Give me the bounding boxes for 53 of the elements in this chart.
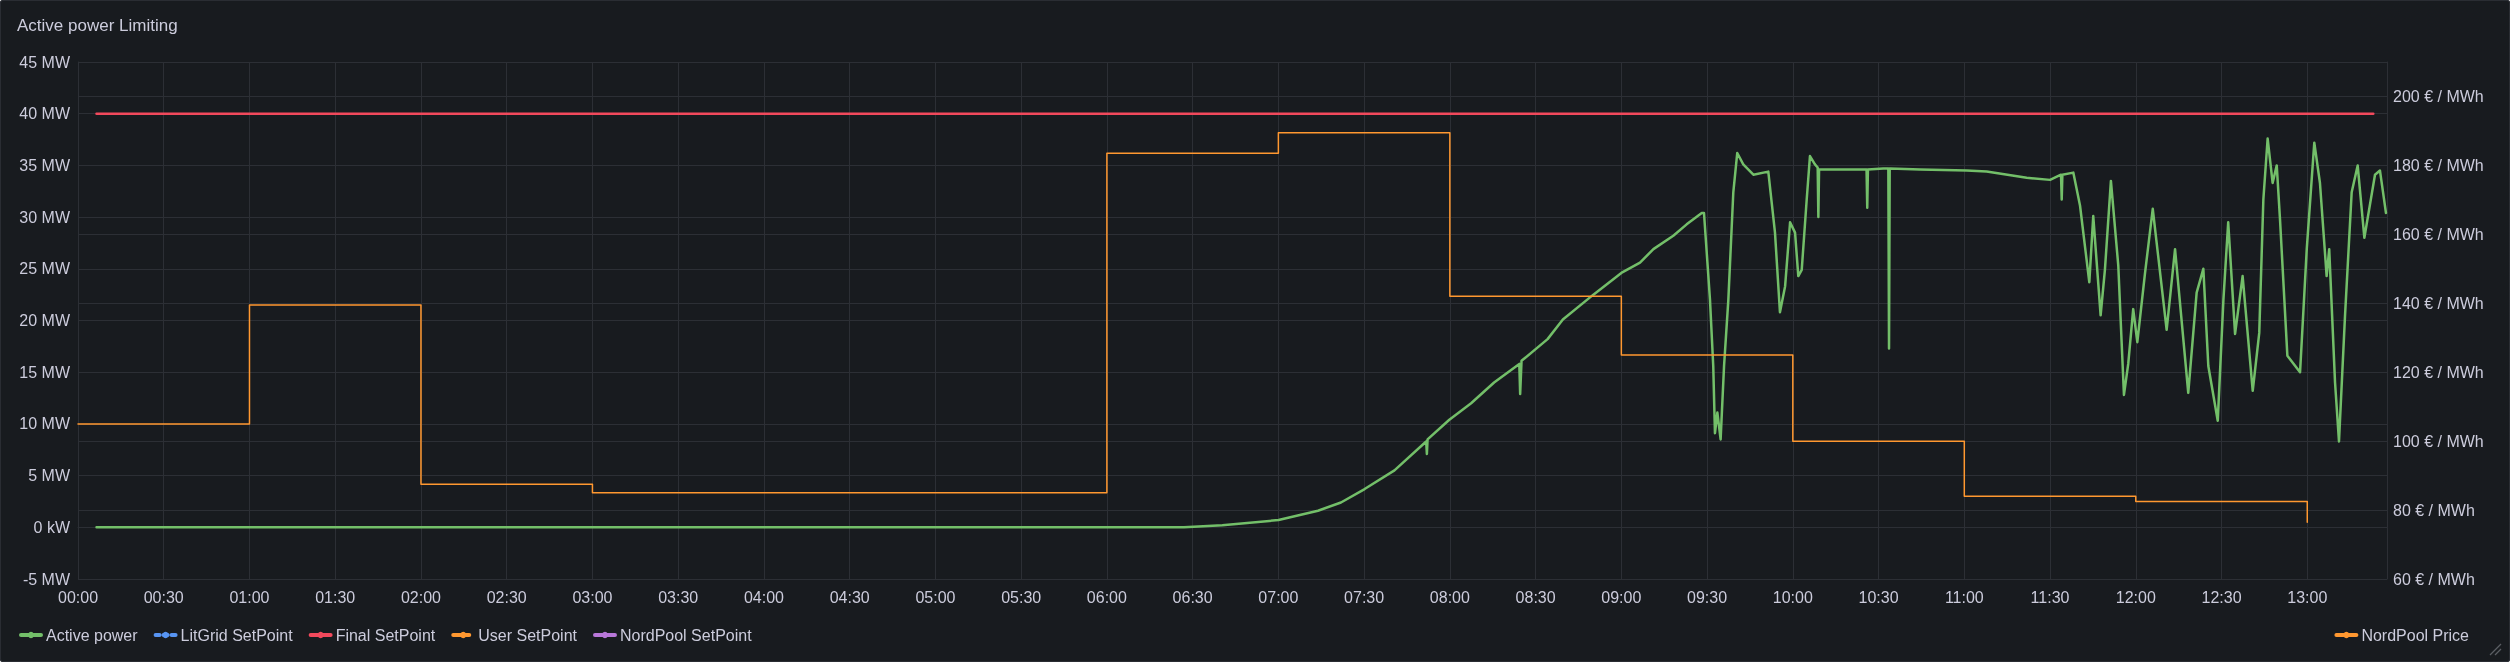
x-tick-label: 06:00 bbox=[1086, 588, 1128, 606]
legend-label: LitGrid SetPoint bbox=[180, 626, 294, 644]
y-tick-label: 20 MW bbox=[19, 312, 71, 329]
x-tick-label: 01:30 bbox=[315, 588, 356, 606]
x-tick-label: 02:30 bbox=[486, 588, 527, 606]
x-tick-label: 05:00 bbox=[915, 588, 956, 606]
y2-tick-label: 100 € / MWh bbox=[2393, 432, 2484, 450]
y2-tick-label: 120 € / MWh bbox=[2393, 363, 2484, 381]
y2-tick-label: 140 € / MWh bbox=[2393, 294, 2484, 312]
legend-label: Active power bbox=[46, 626, 139, 644]
x-tick-label: 07:00 bbox=[1258, 588, 1299, 606]
x-tick-label: 10:00 bbox=[1772, 588, 1813, 606]
x-tick-label: 05:30 bbox=[1001, 588, 1042, 606]
x-tick-label: 09:00 bbox=[1601, 588, 1642, 606]
chart-title: Active power Limiting bbox=[17, 16, 178, 35]
y-tick-label: 0 kW bbox=[33, 518, 71, 536]
x-tick-label: 03:30 bbox=[658, 588, 699, 606]
x-tick-label: 03:00 bbox=[572, 588, 613, 606]
legend-label: User SetPoint bbox=[478, 626, 578, 644]
legend-label: NordPool Price bbox=[2361, 626, 2470, 644]
legend-label: NordPool SetPoint bbox=[619, 626, 753, 644]
y-tick-label: 25 MW bbox=[19, 260, 71, 278]
y-tick-label: 30 MW bbox=[19, 208, 71, 226]
x-tick-label: 13:00 bbox=[2287, 588, 2328, 606]
y-tick-label: 45 MW bbox=[19, 53, 71, 71]
x-tick-label: 09:30 bbox=[1687, 588, 1728, 606]
y-tick-label: -5 MW bbox=[22, 570, 71, 588]
y2-tick-label: 200 € / MWh bbox=[2393, 87, 2484, 105]
y-tick-label: 15 MW bbox=[19, 363, 71, 381]
y-tick-label: 10 MW bbox=[19, 415, 71, 433]
x-tick-label: 07:30 bbox=[1344, 588, 1385, 606]
x-tick-label: 08:30 bbox=[1515, 588, 1556, 606]
y-tick-label: 40 MW bbox=[19, 105, 71, 123]
x-tick-label: 04:00 bbox=[743, 588, 785, 606]
x-tick-label: 11:00 bbox=[1944, 588, 1984, 606]
x-tick-label: 06:30 bbox=[1172, 588, 1213, 606]
x-tick-label: 08:00 bbox=[1429, 588, 1470, 606]
x-tick-label: 11:30 bbox=[2030, 588, 2070, 606]
y2-tick-label: 80 € / MWh bbox=[2393, 501, 2475, 519]
x-tick-label: 10:30 bbox=[1858, 588, 1899, 606]
y2-tick-label: 160 € / MWh bbox=[2393, 225, 2484, 243]
y2-tick-label: 60 € / MWh bbox=[2393, 570, 2475, 588]
x-tick-label: 00:00 bbox=[57, 588, 99, 606]
x-tick-label: 12:00 bbox=[2115, 588, 2156, 606]
x-tick-label: 00:30 bbox=[143, 588, 184, 606]
x-tick-label: 02:00 bbox=[400, 588, 442, 606]
x-tick-label: 12:30 bbox=[2201, 588, 2242, 606]
legend-label: Final SetPoint bbox=[335, 626, 436, 644]
x-tick-label: 01:00 bbox=[229, 588, 270, 606]
x-tick-label: 04:30 bbox=[829, 588, 870, 606]
y2-tick-label: 180 € / MWh bbox=[2393, 156, 2484, 174]
y-tick-label: 5 MW bbox=[28, 467, 71, 485]
y-tick-label: 35 MW bbox=[19, 156, 71, 174]
